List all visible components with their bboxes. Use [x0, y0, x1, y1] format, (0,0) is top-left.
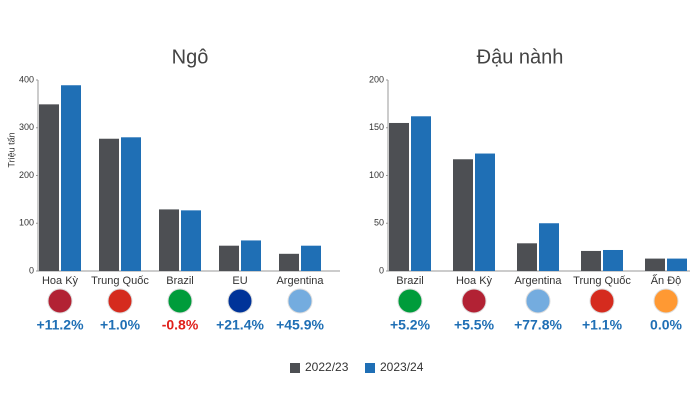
- bar: 2023/24: [121, 137, 141, 271]
- bar: 2023/24: [61, 85, 81, 271]
- flag-icon: [287, 288, 313, 314]
- change-label: +5.5%: [454, 317, 495, 333]
- y-tick-label: 50: [374, 218, 384, 228]
- flag-icon: [227, 288, 253, 314]
- bar: 2022/23: [517, 243, 537, 271]
- x-tick-label: Brazil: [166, 275, 194, 287]
- bar: 2022/23: [99, 138, 119, 271]
- legend-label: 2022/23: [305, 360, 349, 374]
- change-label: +11.2%: [36, 317, 84, 333]
- bar: 2023/24: [475, 153, 495, 271]
- change-label: -0.8%: [162, 317, 199, 333]
- x-tick-label: Argentina: [276, 275, 324, 287]
- bar: 2022/23: [159, 209, 179, 271]
- bar: 2023/24: [411, 116, 431, 271]
- x-tick-label: Hoa Kỳ: [456, 275, 493, 287]
- change-label: +45.9%: [276, 317, 324, 333]
- flag-icon: [167, 288, 193, 314]
- bar: 2022/23: [453, 159, 473, 271]
- change-label: 0.0%: [650, 317, 682, 333]
- x-tick-label: Trung Quốc: [91, 275, 149, 287]
- flag-icon: [653, 288, 679, 314]
- y-tick-label: 0: [29, 265, 34, 275]
- legend-swatch: [365, 363, 375, 373]
- flag-icon: [461, 288, 487, 314]
- bar: 2023/24: [301, 245, 321, 271]
- flag-icon: [47, 288, 73, 314]
- chart-title: Đậu nành: [477, 46, 564, 68]
- bar: 2022/23: [279, 253, 299, 271]
- y-tick-label: 300: [19, 122, 34, 132]
- x-tick-label: Hoa Kỳ: [42, 275, 79, 287]
- bar: 2022/23: [39, 104, 59, 271]
- bar: 2022/23: [219, 245, 239, 271]
- flag-icon: [397, 288, 423, 314]
- change-label: +5.2%: [390, 317, 431, 333]
- x-tick-label: Ấn Độ: [651, 274, 682, 287]
- legend-label: 2023/24: [380, 360, 424, 374]
- bar: 2023/24: [603, 249, 623, 271]
- flag-icon: [525, 288, 551, 314]
- bar: 2022/23: [389, 122, 409, 271]
- y-tick-label: 400: [19, 74, 34, 84]
- x-tick-label: Trung Quốc: [573, 275, 631, 287]
- x-tick-label: EU: [232, 275, 247, 287]
- flag-icon: [107, 288, 133, 314]
- x-tick-label: Argentina: [514, 275, 562, 287]
- y-tick-label: 150: [369, 122, 384, 132]
- bar: 2022/23: [645, 258, 665, 271]
- y-tick-label: 0: [379, 265, 384, 275]
- change-label: +77.8%: [514, 317, 562, 333]
- x-tick-label: Brazil: [396, 275, 424, 287]
- y-tick-label: 200: [369, 74, 384, 84]
- change-label: +21.4%: [216, 317, 264, 333]
- legend-swatch: [290, 363, 300, 373]
- bar: 2023/24: [667, 258, 687, 271]
- change-label: +1.1%: [582, 317, 623, 333]
- y-axis-label: Triệu tấn: [6, 132, 16, 167]
- y-tick-label: 100: [369, 170, 384, 180]
- bar: 2023/24: [181, 210, 201, 271]
- y-tick-label: 100: [19, 218, 34, 228]
- bar: 2022/23: [581, 250, 601, 271]
- bar: 2023/24: [539, 223, 559, 271]
- chart-title: Ngô: [172, 46, 209, 68]
- flag-icon: [589, 288, 615, 314]
- bar: 2023/24: [241, 240, 261, 271]
- change-label: +1.0%: [100, 317, 141, 333]
- y-tick-label: 200: [19, 170, 34, 180]
